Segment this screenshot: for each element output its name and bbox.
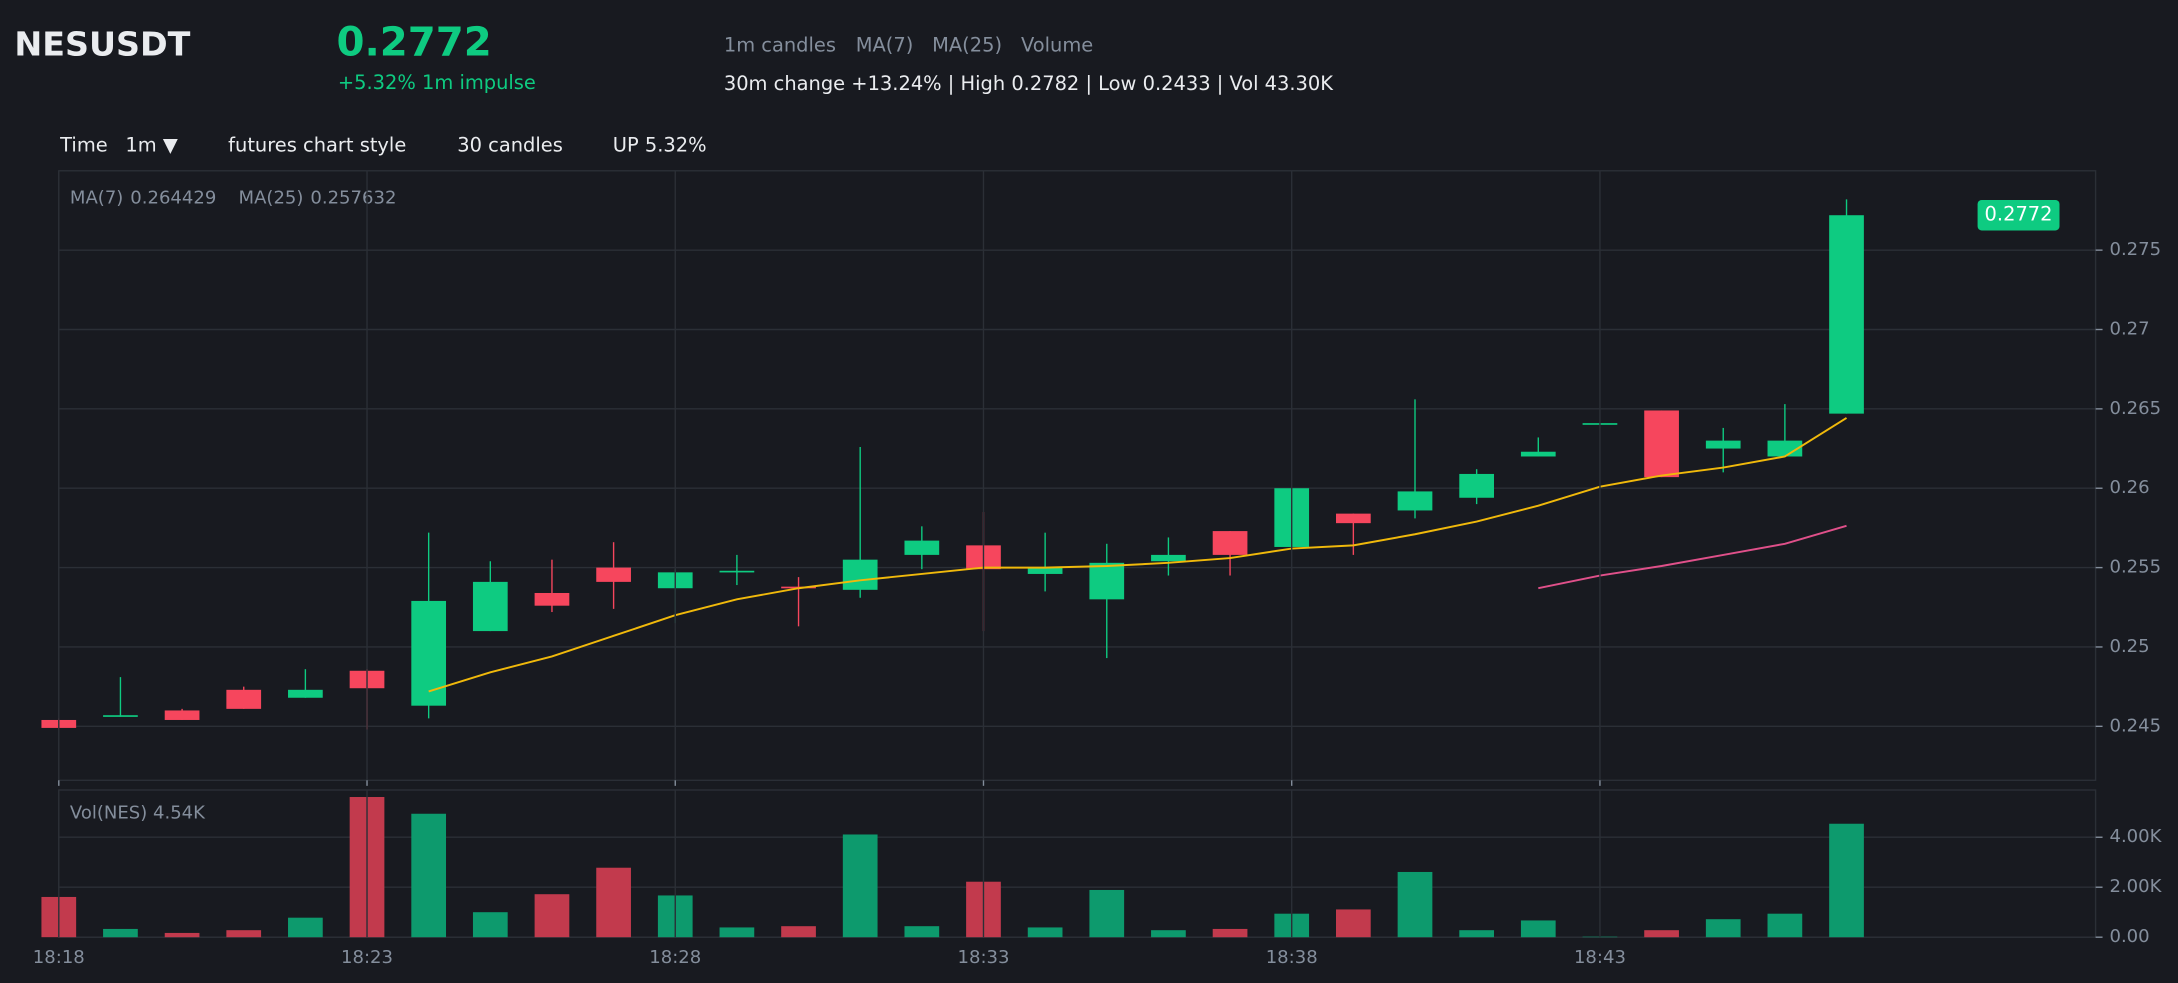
- last-price: 0.2772: [336, 19, 491, 65]
- x-tick-label: 18:38: [1266, 947, 1318, 968]
- indicator: MA(25): [932, 33, 1002, 56]
- candle-body: [164, 710, 200, 720]
- ma-line: [428, 417, 1848, 693]
- volume-bar: [1829, 823, 1864, 938]
- candle-body: [472, 581, 508, 632]
- price-tag: 0.2772: [1985, 203, 2053, 226]
- volume-title: Vol(NES) 4.54K: [70, 803, 206, 824]
- x-tick-label: 18:28: [649, 947, 701, 968]
- candle-body: [596, 567, 631, 582]
- y-tick-label: 0.27: [2109, 319, 2149, 340]
- volume-bar: [781, 926, 816, 938]
- volume-bar: [411, 813, 447, 938]
- volume-bar: [1212, 928, 1248, 938]
- candle-body: [1151, 554, 1186, 562]
- price-change: +5.32% 1m impulse: [338, 71, 536, 94]
- volume-bar: [1520, 920, 1556, 938]
- candle-body: [1459, 473, 1495, 498]
- y-tick-label: 0.00: [2109, 926, 2149, 947]
- volume-bar: [1089, 889, 1125, 938]
- candle-body: [1705, 440, 1741, 449]
- candle-body: [288, 689, 323, 698]
- direction[interactable]: UP 5.32%: [613, 133, 707, 156]
- volume-bar: [1644, 930, 1679, 938]
- volume-bar: [1151, 930, 1186, 938]
- x-tick-label: 18:33: [957, 947, 1009, 968]
- volume-bar: [472, 912, 508, 938]
- y-tick-label: 0.255: [2109, 557, 2161, 578]
- candle-body: [1397, 491, 1433, 511]
- candle-body: [226, 689, 262, 709]
- interval-select[interactable]: 1m ▼: [125, 133, 177, 156]
- legend-value: 0.257632: [310, 188, 396, 209]
- candle-body: [1644, 410, 1679, 478]
- volume-bar: [288, 917, 323, 938]
- candle-body: [411, 600, 447, 706]
- y-tick-label: 4.00K: [2109, 826, 2162, 847]
- candle-body: [1027, 567, 1063, 574]
- volume-bar: [164, 932, 200, 938]
- volume-bar: [904, 926, 940, 938]
- y-tick-label: 0.26: [2109, 477, 2149, 498]
- volume-bar: [1397, 871, 1433, 938]
- volume-bar: [534, 894, 570, 938]
- volume-bar: [1705, 919, 1741, 938]
- candle-body: [1829, 215, 1864, 414]
- volume-bar: [842, 834, 878, 938]
- y-tick-label: 0.25: [2109, 636, 2149, 657]
- candle-body: [1335, 513, 1371, 524]
- candle-body: [904, 540, 940, 555]
- legend-name: MA(7): [70, 188, 123, 209]
- price-tag-box: [1977, 199, 2060, 231]
- volume-bar: [226, 930, 262, 938]
- volume-bar: [1027, 927, 1063, 938]
- symbol: NESUSDT: [14, 24, 190, 63]
- candle-body: [1767, 440, 1803, 457]
- volume-bar: [1767, 913, 1803, 938]
- volume-bar: [596, 867, 631, 938]
- style-button[interactable]: futures chart style: [228, 133, 406, 156]
- candle-body: [1520, 451, 1556, 457]
- candle-body: [719, 570, 755, 573]
- indicator: Volume: [1021, 33, 1093, 56]
- candle-body: [842, 559, 878, 590]
- y-tick-label: 0.275: [2109, 239, 2161, 260]
- candle-body: [1212, 531, 1248, 555]
- stats: 30m change +13.24% | High 0.2782 | Low 0…: [724, 72, 1334, 95]
- indicator: MA(7): [856, 33, 914, 56]
- candle-count[interactable]: 30 candles: [457, 133, 563, 156]
- x-tick-label: 18:43: [1574, 947, 1626, 968]
- volume-bar: [103, 928, 138, 938]
- ma-line: [1538, 524, 1847, 590]
- y-tick-label: 0.245: [2109, 715, 2161, 736]
- indicator: 1m candles: [724, 33, 836, 56]
- legend-name: MA(25): [239, 188, 304, 209]
- y-tick-label: 2.00K: [2109, 876, 2162, 897]
- y-tick-label: 0.265: [2109, 398, 2161, 419]
- x-tick-label: 18:18: [33, 947, 85, 968]
- toolbar-label: Time: [59, 133, 108, 156]
- candle-body: [103, 715, 138, 717]
- candle-body: [1089, 562, 1125, 600]
- legend-value: 0.264429: [130, 188, 216, 209]
- volume-bar: [1459, 930, 1495, 938]
- volume-bar: [719, 927, 755, 938]
- volume-bar: [1335, 909, 1371, 938]
- x-tick-label: 18:23: [341, 947, 393, 968]
- candle-body: [534, 592, 570, 606]
